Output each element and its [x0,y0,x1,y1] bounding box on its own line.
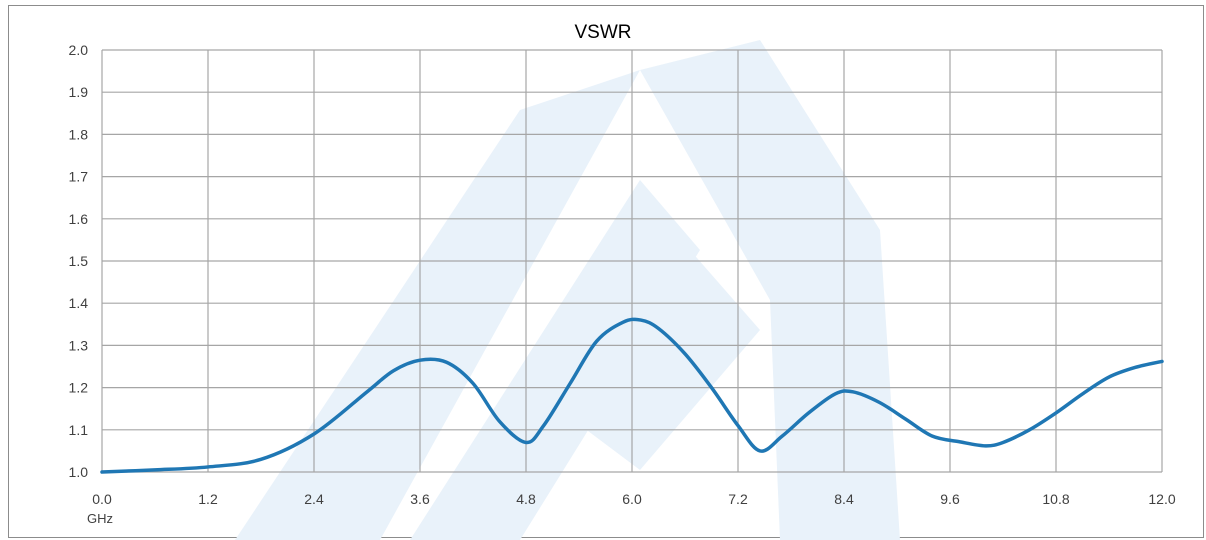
watermark-shape [410,180,700,540]
watermark-shape [560,250,760,470]
vswr-series-line [100,317,1164,474]
y-tick-label: 1.2 [69,380,89,396]
x-tick-label: 2.4 [304,491,324,507]
y-tick-label: 2.0 [69,42,89,58]
y-tick-label: 1.3 [69,337,89,353]
x-tick-label: 12.0 [1148,491,1175,507]
x-tick-label: 1.2 [198,491,218,507]
axis-labels: 0.0 1.2 2.4 3.6 4.8 6.0 7.2 8.4 9.6 10.8 12.0 1.0 1.… [69,42,1176,507]
series-layer [100,317,1164,474]
x-tick-label: 9.6 [940,491,960,507]
x-tick-label: 10.8 [1042,491,1069,507]
x-tick-label: 7.2 [728,491,748,507]
y-tick-label: 1.9 [69,84,89,100]
y-tick-label: 1.7 [69,169,89,185]
watermark-shape [235,70,640,540]
x-tick-label: 4.8 [516,491,536,507]
y-tick-label: 1.5 [69,253,89,269]
watermark-shape [640,40,900,540]
x-tick-label: 3.6 [410,491,430,507]
y-tick-label: 1.8 [69,126,89,142]
x-tick-label: 8.4 [834,491,854,507]
chart-title: VSWR [575,22,632,43]
y-tick-label: 1.1 [69,422,89,438]
x-axis-unit-label: GHz [87,511,113,526]
y-tick-label: 1.4 [69,295,89,311]
gridlines [101,49,1163,473]
x-tick-label: 0.0 [92,491,112,507]
y-tick-label: 1.6 [69,211,89,227]
y-tick-label: 1.0 [69,464,89,480]
x-tick-label: 6.0 [622,491,642,507]
